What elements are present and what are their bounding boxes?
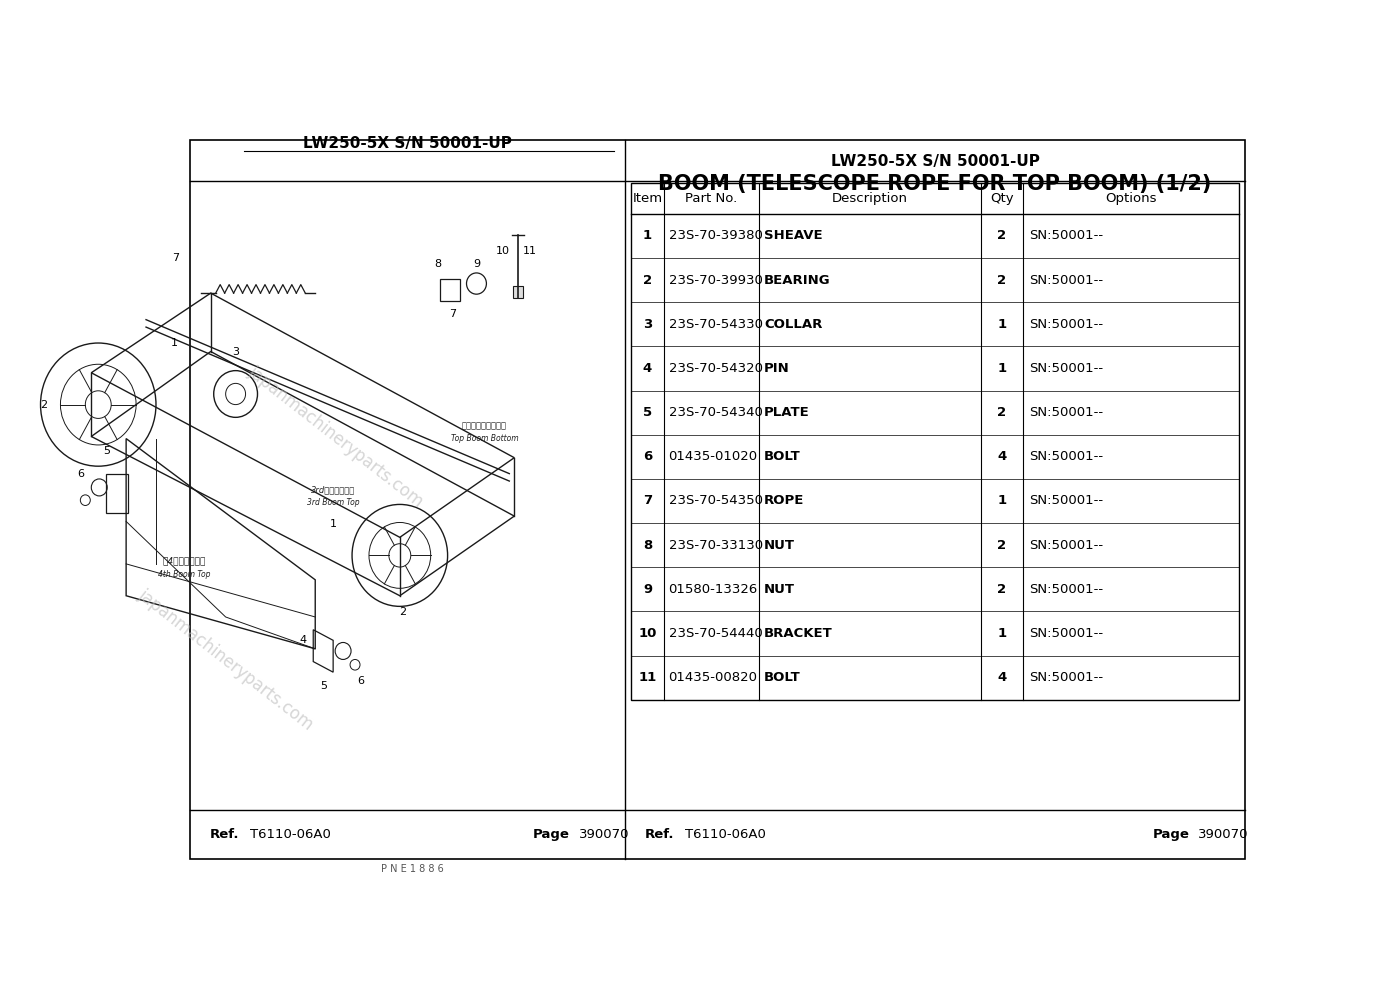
Text: japanmachineryparts.com: japanmachineryparts.com (134, 585, 316, 734)
Text: PLATE: PLATE (764, 406, 809, 419)
Text: 23S-70-33130: 23S-70-33130 (669, 539, 763, 552)
Text: SN:50001--: SN:50001-- (1029, 539, 1103, 552)
Text: 01435-00820: 01435-00820 (669, 672, 757, 684)
Text: 3: 3 (232, 346, 239, 356)
Text: 8: 8 (434, 259, 441, 269)
Text: LW250-5X S/N 50001-UP: LW250-5X S/N 50001-UP (304, 135, 512, 150)
Text: SN:50001--: SN:50001-- (1029, 627, 1103, 640)
Text: 5: 5 (319, 681, 326, 691)
Text: 7: 7 (643, 494, 652, 507)
Text: 3rdブームトップ: 3rdブームトップ (311, 485, 356, 494)
Text: SN:50001--: SN:50001-- (1029, 317, 1103, 330)
Text: Page: Page (1152, 828, 1190, 841)
Text: SN:50001--: SN:50001-- (1029, 406, 1103, 419)
Text: 1: 1 (643, 229, 652, 242)
Text: SN:50001--: SN:50001-- (1029, 450, 1103, 463)
Text: Item: Item (633, 192, 662, 205)
Text: 第4ブームトップ: 第4ブームトップ (162, 556, 206, 565)
Text: 2: 2 (997, 406, 1007, 419)
Text: japanmachineryparts.com: japanmachineryparts.com (244, 362, 427, 510)
Text: 390070: 390070 (1198, 828, 1249, 841)
Text: 23S-70-39380: 23S-70-39380 (669, 229, 763, 242)
Text: SN:50001--: SN:50001-- (1029, 229, 1103, 242)
Text: COLLAR: COLLAR (764, 317, 822, 330)
Text: 6: 6 (357, 675, 364, 685)
Text: 23S-70-39930: 23S-70-39930 (669, 274, 763, 287)
Text: P N E 1 8 8 6: P N E 1 8 8 6 (381, 863, 444, 873)
Text: 11: 11 (638, 672, 657, 684)
Text: ROPE: ROPE (764, 494, 805, 507)
Text: 2: 2 (41, 400, 48, 409)
Text: 1: 1 (997, 494, 1007, 507)
Text: NUT: NUT (764, 539, 795, 552)
Text: 2: 2 (997, 274, 1007, 287)
Text: Page: Page (533, 828, 570, 841)
Text: BOLT: BOLT (764, 450, 801, 463)
Text: 4: 4 (997, 450, 1007, 463)
Text: 11: 11 (524, 245, 538, 255)
Text: BRACKET: BRACKET (764, 627, 833, 640)
Text: Top Boom Bottom: Top Boom Bottom (451, 434, 518, 443)
Text: 4: 4 (300, 635, 307, 646)
Text: 7: 7 (172, 253, 179, 263)
Text: 23S-70-54340: 23S-70-54340 (669, 406, 763, 419)
Text: 1: 1 (329, 518, 336, 528)
Text: 01580-13326: 01580-13326 (669, 583, 757, 595)
Text: Ref.: Ref. (210, 828, 239, 841)
Text: SN:50001--: SN:50001-- (1029, 362, 1103, 375)
Text: BOOM (TELESCOPE ROPE FOR TOP BOOM) (1/2): BOOM (TELESCOPE ROPE FOR TOP BOOM) (1/2) (658, 174, 1212, 194)
Text: 9: 9 (473, 259, 480, 269)
Text: SN:50001--: SN:50001-- (1029, 274, 1103, 287)
Text: 6: 6 (643, 450, 652, 463)
Text: 23S-70-54320: 23S-70-54320 (669, 362, 763, 375)
Text: 9: 9 (643, 583, 652, 595)
Text: 1: 1 (997, 362, 1007, 375)
Text: T6110-06A0: T6110-06A0 (249, 828, 330, 841)
Text: Options: Options (1106, 192, 1156, 205)
Text: 23S-70-54330: 23S-70-54330 (669, 317, 763, 330)
Text: PIN: PIN (764, 362, 790, 375)
Text: 2: 2 (643, 274, 652, 287)
Text: 3rd Boom Top: 3rd Boom Top (307, 497, 360, 506)
FancyBboxPatch shape (514, 286, 524, 299)
Text: BEARING: BEARING (764, 274, 830, 287)
Text: 7: 7 (449, 310, 456, 319)
Text: 10: 10 (496, 245, 510, 255)
Text: NUT: NUT (764, 583, 795, 595)
Text: 3: 3 (643, 317, 652, 330)
Text: 2: 2 (399, 606, 406, 617)
Text: 4: 4 (997, 672, 1007, 684)
Text: 2: 2 (997, 583, 1007, 595)
Text: 23S-70-54440: 23S-70-54440 (669, 627, 762, 640)
Text: SN:50001--: SN:50001-- (1029, 672, 1103, 684)
Text: 10: 10 (638, 627, 657, 640)
Text: SN:50001--: SN:50001-- (1029, 583, 1103, 595)
Text: 2: 2 (997, 229, 1007, 242)
Text: 5: 5 (643, 406, 652, 419)
Text: T6110-06A0: T6110-06A0 (685, 828, 766, 841)
Text: 390070: 390070 (578, 828, 629, 841)
Text: 6: 6 (77, 469, 84, 479)
Text: SN:50001--: SN:50001-- (1029, 494, 1103, 507)
Text: BOLT: BOLT (764, 672, 801, 684)
Text: Qty: Qty (990, 192, 1014, 205)
Text: 1: 1 (997, 627, 1007, 640)
Text: トップブームボトム: トップブームボトム (462, 421, 507, 430)
Bar (630, 183, 1239, 700)
Text: LW250-5X S/N 50001-UP: LW250-5X S/N 50001-UP (830, 154, 1039, 169)
Text: 4: 4 (643, 362, 652, 375)
Text: 1: 1 (997, 317, 1007, 330)
Text: 1: 1 (171, 338, 178, 348)
Text: 23S-70-54350: 23S-70-54350 (669, 494, 763, 507)
Text: 2: 2 (997, 539, 1007, 552)
Text: 4th Boom Top: 4th Boom Top (158, 570, 210, 579)
Text: SHEAVE: SHEAVE (764, 229, 823, 242)
Text: Part No.: Part No. (685, 192, 738, 205)
Text: 8: 8 (643, 539, 652, 552)
Text: 01435-01020: 01435-01020 (669, 450, 757, 463)
Text: Description: Description (832, 192, 907, 205)
Text: 5: 5 (102, 446, 109, 456)
Text: Ref.: Ref. (645, 828, 675, 841)
